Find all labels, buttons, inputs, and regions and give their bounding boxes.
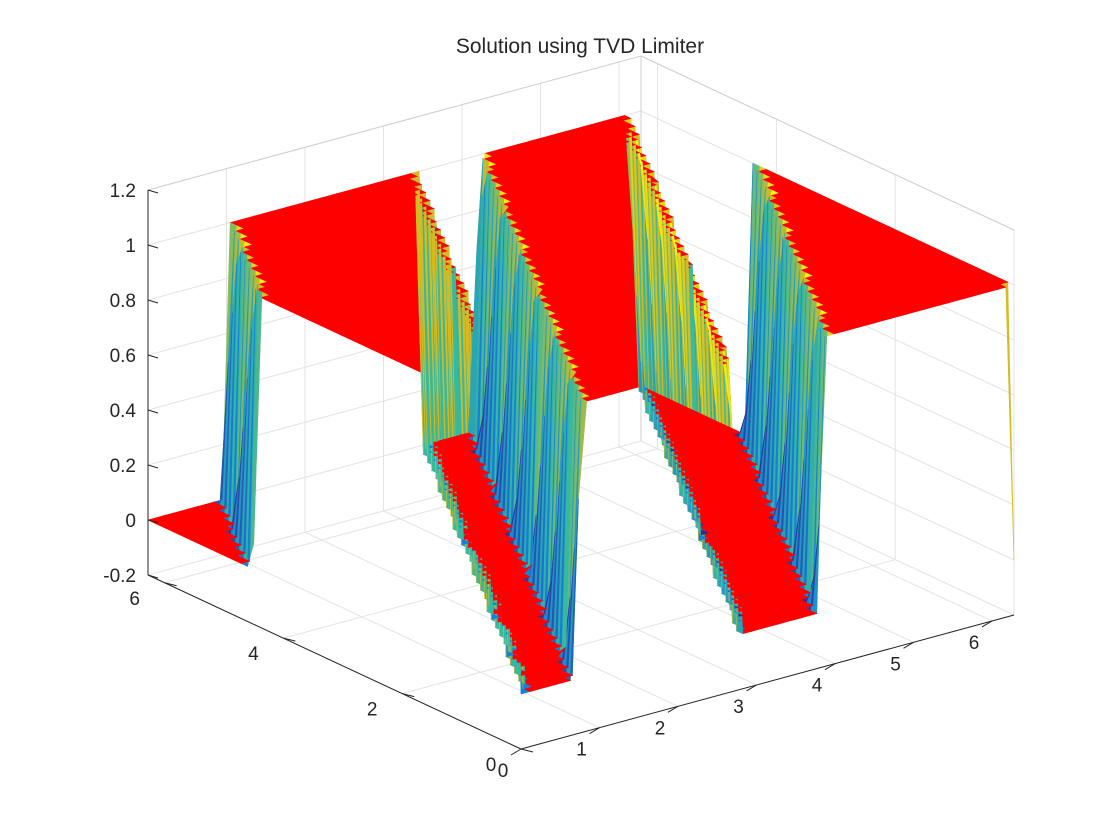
x-axis (520, 614, 1015, 750)
box-top-right (640, 55, 1015, 231)
x-tick-label: 1 (576, 740, 587, 761)
y-tick-label: 4 (248, 644, 259, 665)
box-top-back (147, 55, 642, 191)
x-tick-mark (510, 748, 522, 756)
z-tick-label: 0 (125, 511, 136, 532)
chart-title: Solution using TVD Limiter (456, 35, 704, 58)
x-tick-label: 5 (890, 654, 901, 675)
y-tick-label: 2 (367, 700, 378, 721)
x-tick-label: 3 (733, 697, 744, 718)
x-tick-label: 0 (498, 761, 509, 782)
x-tick-label: 2 (655, 718, 666, 739)
x-tick-label: 6 (969, 633, 980, 654)
z-tick-label: 0.8 (110, 291, 136, 312)
surface-mesh (147, 115, 1015, 695)
z-tick-label: 0.2 (110, 456, 136, 477)
y-tick-mark (520, 748, 534, 753)
y-axis (147, 574, 522, 750)
z-tick-label: 1.2 (110, 181, 136, 202)
y-tick-label: 6 (129, 589, 140, 610)
x-tick-label: 4 (812, 676, 823, 697)
z-tick-label: -0.2 (103, 566, 136, 587)
z-tick-label: 0.4 (110, 401, 137, 422)
y-tick-label: 0 (486, 755, 497, 776)
grid-floor-x (226, 553, 600, 729)
z-tick-label: 0.6 (110, 346, 136, 367)
z-tick-label: 1 (125, 236, 136, 257)
